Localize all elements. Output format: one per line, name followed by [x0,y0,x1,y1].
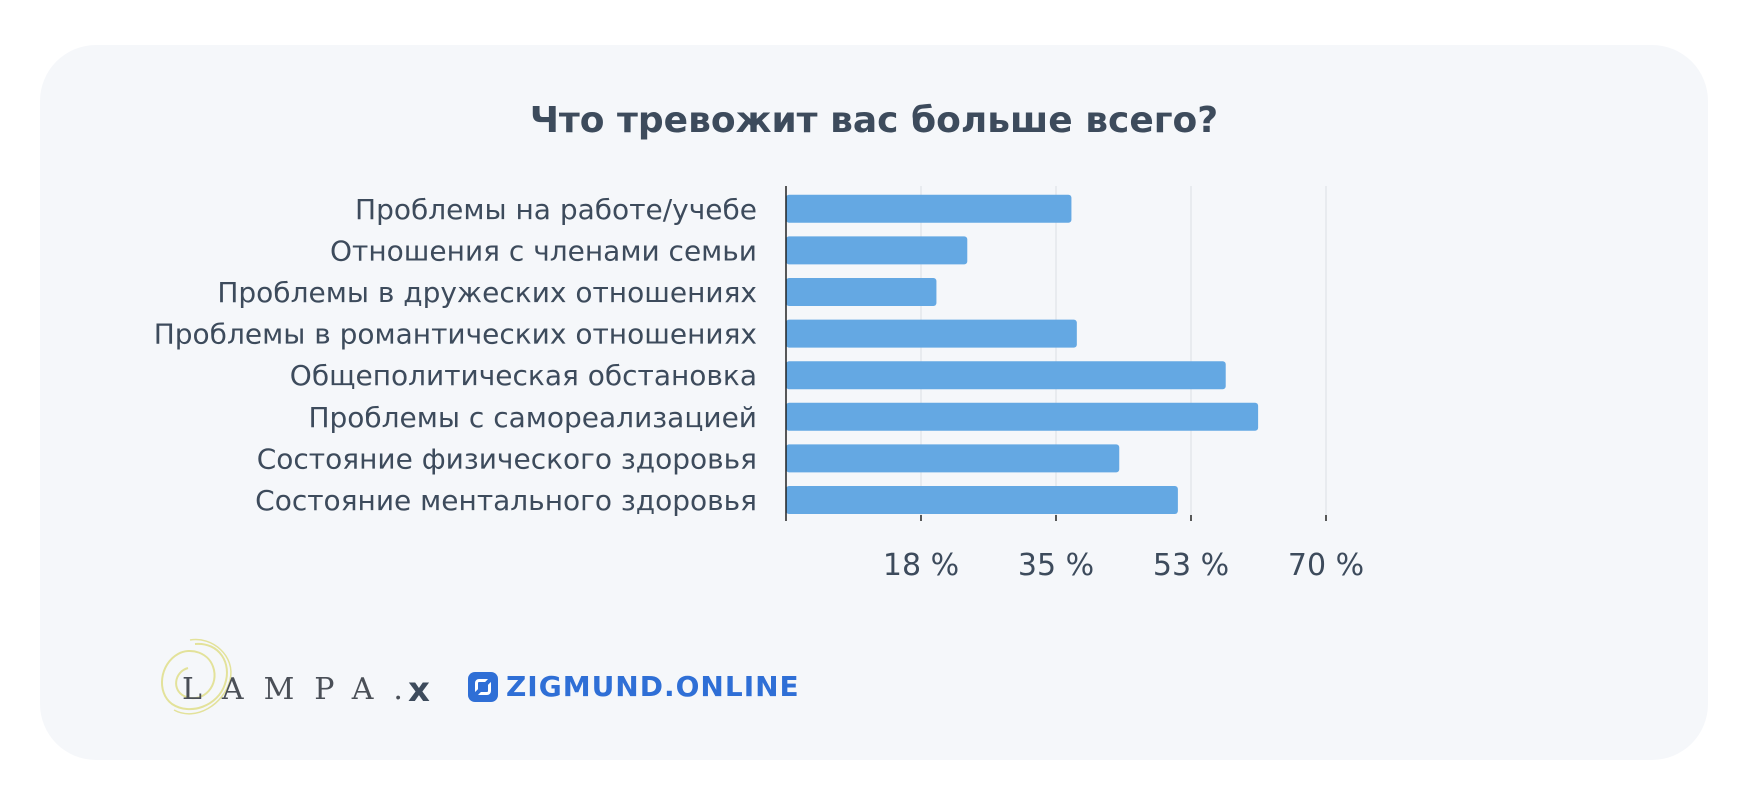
category-label: Состояние физического здоровья [257,442,757,475]
category-label: Проблемы с самореализацией [308,401,757,434]
bar [786,236,968,265]
category-label: Отношения с членами семьи [330,234,757,267]
zigmund-logo-text: ZIGMUND.ONLINE [506,670,800,703]
bar [786,194,1072,223]
bar [786,278,937,306]
category-label: Общеполитическая обстановка [290,359,757,392]
lampa-swirl-logo-icon [160,638,232,715]
x-tick-label: 18 % [883,548,959,583]
category-label: Проблемы в романтических отношениях [154,318,757,351]
category-label: Проблемы в дружеских отношениях [217,276,757,309]
logo-separator: x [408,670,430,710]
chart-card [40,45,1708,760]
zigmund-square-logo-icon [468,672,498,702]
logos-footer: LAMPA. x ZIGMUND.ONLINE [150,638,850,730]
bar [786,444,1120,473]
category-label: Проблемы на работе/учебе [355,193,757,226]
chart-title: Что тревожит вас больше всего? [529,100,1219,141]
x-tick-label: 35 % [1018,548,1094,583]
bar [786,486,1178,514]
x-tick-label: 53 % [1153,548,1229,583]
bar [786,402,1259,431]
bar [786,361,1226,390]
category-label: Состояние ментального здоровья [255,484,757,517]
lampa-logo-text: LAMPA. [182,672,423,707]
x-tick-label: 70 % [1288,548,1364,583]
bar [786,319,1077,348]
